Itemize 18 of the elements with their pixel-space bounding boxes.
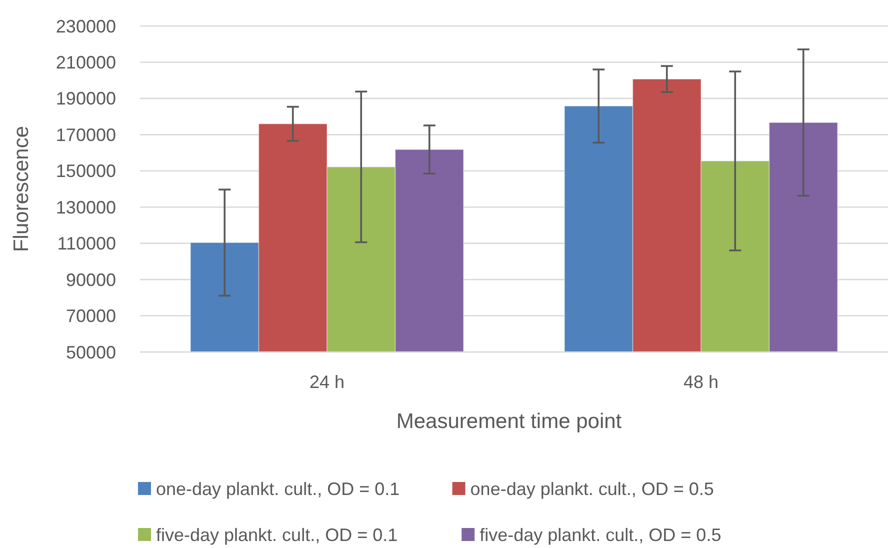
y-tick-label: 190000 (56, 88, 116, 109)
legend-label: one-day plankt. cult., OD = 0.5 (470, 479, 714, 499)
y-tick-label: 110000 (57, 234, 116, 254)
x-tick-label: 24 h (309, 372, 345, 392)
legend-label: five-day plankt. cult., OD = 0.5 (480, 525, 722, 545)
y-axis-title: Fluorescence (10, 126, 33, 252)
x-tick-label: 48 h (683, 372, 719, 392)
legend-label: one-day plankt. cult., OD = 0.1 (156, 479, 400, 499)
y-tick-label: 210000 (56, 52, 116, 73)
y-tick-label: 170000 (56, 124, 116, 145)
y-tick-label: 90000 (66, 270, 116, 290)
x-axis-title: Measurement time point (396, 410, 622, 433)
legend-label: five-day plankt. cult., OD = 0.1 (156, 525, 398, 545)
y-tick-label: 70000 (66, 306, 116, 326)
y-tick-label: 130000 (56, 197, 116, 218)
y-tick-label: 50000 (66, 342, 116, 362)
y-tick-label: 150000 (56, 161, 116, 182)
y-tick-label: 230000 (56, 16, 116, 36)
